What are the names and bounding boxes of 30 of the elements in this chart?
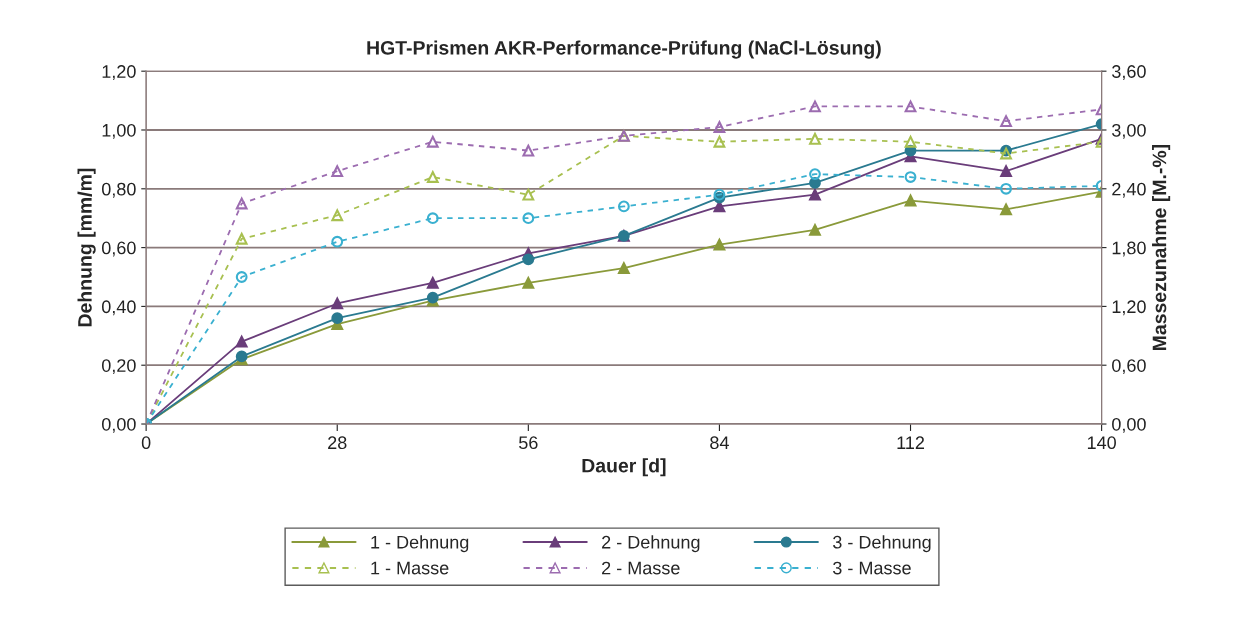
legend-label: 1 - Masse [371,561,449,575]
x-tick-label: 0 [141,436,151,450]
y-tick-label: 0,00 [101,417,136,433]
x-tick-label: 140 [1087,436,1116,450]
legend-label: 1 - Dehnung [371,535,469,553]
y2-tick-label: 1,20 [1112,300,1146,316]
y-tick-label: 0,20 [101,359,136,375]
y2-tick-label: 0,00 [1112,417,1146,433]
x-axis-title: Dauer [d] [582,458,666,477]
y2-tick-label: 1,80 [1112,241,1146,257]
y-axis-title: Dehnung [mm/m] [77,168,96,327]
y2-tick-label: 0,60 [1112,359,1146,375]
y2-tick-label: 3,60 [1112,65,1146,81]
y2-axis-title: Massezunahme [M.-%] [1152,144,1171,351]
legend-label: 3 - Masse [833,561,911,575]
y-tick-label: 1,00 [102,123,136,139]
y-tick-label: 0,80 [101,182,136,198]
y2-tick-label: 3,00 [1112,123,1146,139]
x-tick-label: 112 [897,436,925,449]
y-tick-label: 0,60 [101,241,136,257]
y-tick-label: 0,40 [101,300,136,316]
chart-title: HGT-Prismen AKR-Performance-Prüfung (NaCl-Lösung) [367,40,881,59]
y2-tick-label: 2,40 [1112,182,1146,198]
x-tick-label: 56 [519,436,538,450]
legend-label: 2 - Dehnung [602,535,700,553]
legend-label: 3 - Dehnung [833,535,931,553]
y-tick-label: 1,20 [102,65,136,81]
x-tick-label: 84 [710,436,729,450]
x-tick-label: 28 [328,436,347,450]
legend-label: 2 - Masse [602,561,680,575]
